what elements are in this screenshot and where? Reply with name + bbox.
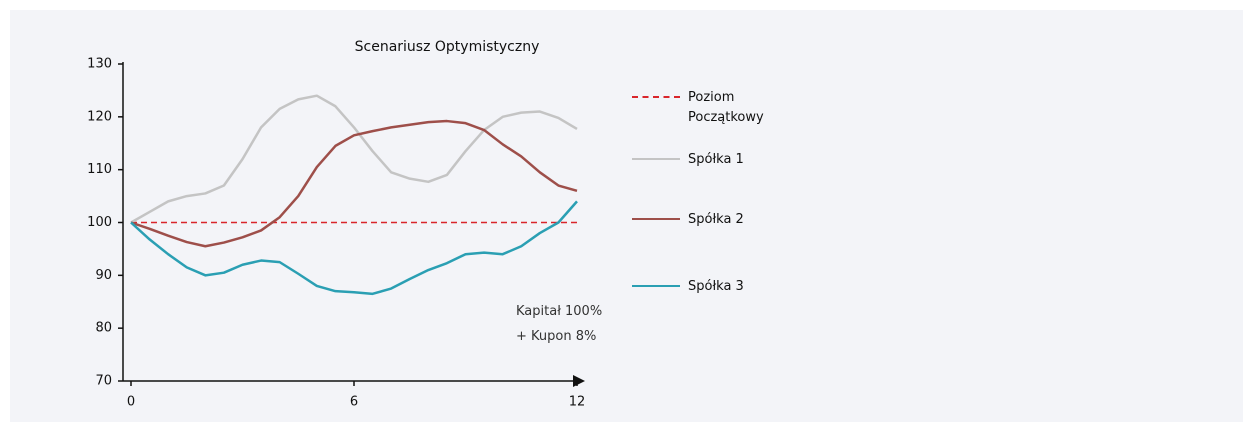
y-tick-label: 110 — [87, 162, 112, 177]
legend-item: Spółka 2 — [632, 210, 762, 230]
legend-item: Spółka 3 — [632, 277, 762, 297]
line-series — [130, 200, 578, 296]
y-tick-label: 80 — [95, 321, 112, 336]
legend-item: Spółka 1 — [632, 150, 762, 170]
legend-swatch — [632, 158, 680, 160]
legend-label: Spółka 1 — [688, 152, 744, 167]
annotation: Kapitał 100% — [516, 304, 603, 319]
y-tick-label: 120 — [87, 109, 112, 124]
x-tick-label: 6 — [350, 395, 358, 410]
x-axis-arrow — [573, 375, 585, 387]
legend-swatch — [632, 285, 680, 287]
chart-title: Scenariusz Optymistyczny — [355, 39, 540, 55]
line-series — [130, 119, 578, 248]
legend-label: Spółka 2 — [688, 212, 744, 227]
x-tick-label: 0 — [127, 395, 135, 410]
x-tick-label: 12 — [569, 395, 586, 410]
legend-swatch — [632, 218, 680, 220]
legend-swatch — [632, 96, 680, 98]
y-tick-label: 100 — [87, 215, 112, 230]
y-tick-label: 90 — [95, 268, 112, 283]
line-series — [130, 94, 578, 224]
annotation: + Kupon 8% — [516, 329, 597, 344]
legend-label: Poziom Początkowy — [688, 90, 764, 125]
y-tick-label: 130 — [87, 57, 112, 72]
legend-label: Spółka 3 — [688, 279, 744, 294]
panel — [10, 10, 1243, 422]
y-tick-label: 70 — [95, 374, 112, 389]
legend-item: Poziom Początkowy — [632, 88, 764, 128]
